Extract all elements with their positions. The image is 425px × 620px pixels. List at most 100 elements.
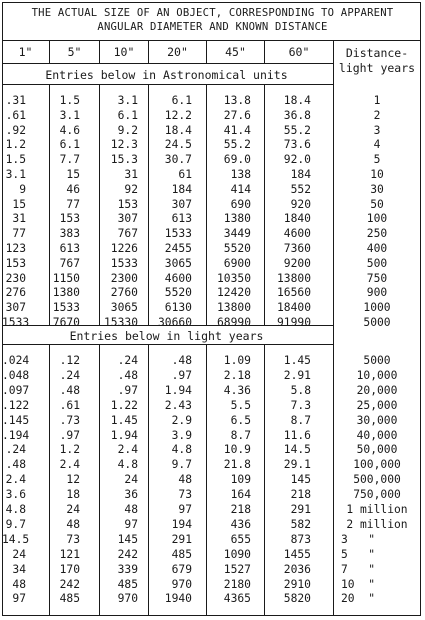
table-cell: 68990 [216,316,251,329]
table-cell: 1.22 [110,398,138,412]
table-cell: 30660 [157,316,192,329]
table-row: 1533 7670 15330 30660 68990 91990 5000 [0,316,425,330]
column-divider-3-au [148,84,149,325]
table-cell: .61 [5,108,26,122]
table-cell: 3449 [223,227,251,241]
table-cell: .97 [171,368,192,382]
distance-cell: 1 million [346,503,408,516]
table-cell: 970 [117,592,138,606]
distance-cell: 750 [366,271,388,285]
table-cell: 15.3 [110,153,138,167]
table-cell: 153 [5,256,26,270]
table-cell: 153 [117,197,138,211]
distance-cell: 3 [373,123,381,137]
table-cell: 767 [117,227,138,241]
distance-cell: 50 [370,197,384,211]
table-cell: 10.9 [223,443,251,457]
table-cell: 91990 [276,316,311,329]
table-row: 2.4 12 24 48 109 145 500,000 [0,473,425,487]
table-cell: 1150 [52,271,80,285]
table-cell: 5520 [223,242,251,255]
table-cell: 552 [290,182,311,196]
table-cell: 970 [171,577,192,591]
table-cell: 9 [19,182,26,196]
column-divider-1 [49,40,50,64]
table-cell: 3.9 [171,428,192,442]
table-cell: 1.45 [283,354,311,367]
table-cell: 12.3 [110,138,138,152]
table-cell: 7360 [283,242,311,255]
table-cell: 9.7 [5,517,26,531]
table-cell: 6.1 [59,138,80,152]
table-row: .61 3.1 6.1 12.2 27.6 36.8 2 [0,109,425,123]
table-cell: 485 [59,592,80,606]
table-cell: 1533 [164,227,192,241]
table-cell: 1226 [110,242,138,255]
table-cell: .145 [2,413,30,427]
table-row: 34 170 339 679 1527 2036 7 " [0,563,425,577]
distance-cell: 400 [366,242,388,255]
distance-cell: 250 [366,227,388,241]
distance-header-line-2: light years [338,61,416,75]
table-cell: 2760 [110,286,138,300]
table-cell: 920 [290,197,311,211]
column-divider-2-ly [99,344,100,616]
table-cell: 8.7 [290,413,311,427]
table-cell: 2.9 [171,413,192,427]
table-cell: 9.2 [117,123,138,137]
table-cell: 2.43 [164,398,192,412]
table-cell: .92 [5,123,26,137]
table-cell: 1.2 [5,138,26,152]
table-cell: 14.5 [283,443,311,457]
table-cell: 12420 [216,286,251,300]
column-divider-1-ly [49,344,50,616]
table-cell: 1.94 [110,428,138,442]
column-divider-3-ly [148,344,149,616]
distance-cell: 5 [373,153,381,167]
table-title-line-2: ANGULAR DIAMETER AND KNOWN DISTANCE [97,21,328,33]
distance-cell: 10,000 [356,368,398,382]
table-cell: 1.09 [223,354,251,367]
table-cell: 6.1 [171,94,192,107]
column-divider-3 [148,40,149,64]
table-cell: 4.8 [117,458,138,472]
table-row: 3.1 15 31 61 138 184 10 [0,168,425,182]
table-cell: 24 [66,503,80,516]
distance-cell: 2 [373,108,381,122]
table-row: 14.5 73 145 291 655 873 3 " [0,533,425,547]
table-cell: .61 [59,398,80,412]
table-cell: 613 [171,212,192,226]
table-cell: 15330 [103,316,138,329]
table-cell: 4600 [164,271,192,285]
rule-under-ly-label [2,344,333,345]
table-cell: 218 [230,503,251,516]
column-header-10-arcsec: 10" [113,45,135,59]
table-cell: 307 [171,197,192,211]
distance-cell: 5 " [341,547,376,561]
distance-cell: 20,000 [356,383,398,397]
table-cell: 2180 [223,577,251,591]
table-cell: 485 [117,577,138,591]
table-row: .122 .61 1.22 2.43 5.5 7.3 25,000 [0,399,425,413]
table-cell: 13800 [216,301,251,315]
table-cell: 73.6 [283,138,311,152]
table-cell: 11.6 [283,428,311,442]
table-cell: 873 [290,532,311,546]
table-cell: 339 [117,562,138,576]
table-cell: 24 [12,547,26,561]
table-cell: 6.5 [230,413,251,427]
table-cell: 24 [124,473,138,487]
table-row: 77 383 767 1533 3449 4600 250 [0,227,425,241]
table-cell: 3.6 [5,488,26,502]
table-cell: 2300 [110,271,138,285]
distance-cell: 500,000 [353,473,401,487]
table-cell: 18.4 [283,94,311,107]
column-divider-4-ly [206,344,207,616]
distance-cell: 4 [373,138,381,152]
table-cell: 1527 [223,562,251,576]
distance-cell: 3 " [341,532,376,546]
distance-cell: 100 [366,212,388,226]
distance-header-line-1: Distance- [345,46,409,60]
table-cell: 194 [171,517,192,531]
table-cell: 4365 [223,592,251,606]
